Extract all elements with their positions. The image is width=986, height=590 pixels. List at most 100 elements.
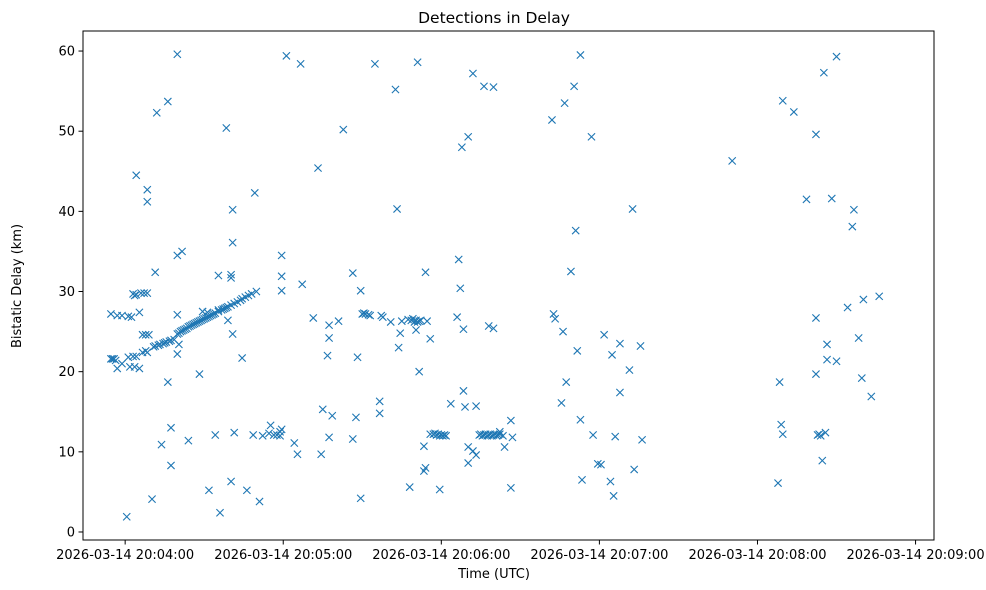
data-point	[848, 222, 857, 231]
data-point	[811, 313, 820, 322]
data-point	[127, 313, 136, 322]
data-point	[419, 442, 428, 451]
data-point	[593, 459, 602, 468]
data-point	[611, 432, 620, 441]
data-point	[370, 59, 379, 68]
data-point	[508, 433, 517, 442]
data-point	[596, 460, 605, 469]
data-point	[615, 388, 624, 397]
data-point	[630, 465, 639, 474]
data-point	[415, 367, 424, 376]
data-point	[152, 108, 161, 117]
data-point	[167, 423, 175, 432]
data-point	[818, 456, 827, 465]
data-point	[141, 330, 150, 339]
data-point	[277, 251, 286, 260]
data-point	[576, 415, 585, 424]
data-point	[173, 251, 182, 260]
data-point	[468, 447, 477, 456]
data-point	[489, 324, 498, 333]
data-point	[118, 359, 126, 368]
data-point	[875, 292, 884, 301]
data-point	[165, 337, 174, 346]
data-point	[813, 431, 822, 439]
data-point	[391, 85, 400, 94]
x-axis-ticks: 2026-03-14 20:04:00 2026-03-14 20:05:00 20…	[56, 540, 985, 563]
plot-area	[83, 31, 934, 540]
data-point	[549, 309, 558, 318]
data-point	[421, 463, 430, 472]
data-point	[551, 314, 560, 323]
data-point	[339, 125, 348, 134]
y-tick-label: 50	[58, 125, 75, 140]
data-point	[204, 486, 213, 495]
plot-frame	[82, 30, 935, 541]
data-point	[173, 350, 182, 359]
data-point	[609, 491, 618, 500]
data-point	[506, 416, 515, 425]
data-point	[228, 205, 237, 214]
y-tick-label: 10	[58, 445, 75, 460]
data-point	[774, 479, 783, 488]
data-point	[859, 295, 868, 304]
data-point	[242, 486, 251, 495]
data-point	[821, 428, 830, 437]
data-point	[238, 354, 247, 363]
data-point	[823, 340, 832, 349]
data-point	[472, 451, 481, 460]
data-point	[250, 188, 259, 197]
data-point	[816, 431, 825, 440]
data-point	[453, 313, 462, 322]
data-point	[498, 431, 507, 440]
data-point	[628, 204, 637, 213]
data-point	[247, 289, 256, 298]
data-point	[547, 115, 556, 124]
data-point	[266, 421, 275, 430]
data-point	[328, 411, 337, 420]
data-point	[446, 399, 455, 408]
data-point	[394, 343, 403, 352]
data-point	[413, 58, 422, 67]
data-point	[129, 352, 138, 361]
data-point	[484, 321, 493, 330]
data-point	[167, 461, 175, 470]
data-point	[325, 334, 334, 342]
data-point	[317, 450, 326, 459]
data-point	[222, 124, 231, 132]
data-point	[124, 312, 133, 321]
data-point	[557, 398, 566, 407]
data-point	[293, 450, 302, 459]
data-point	[396, 329, 405, 338]
data-point	[625, 366, 634, 375]
data-point	[276, 427, 285, 436]
y-tick-label: 20	[58, 365, 75, 380]
data-point	[138, 330, 147, 339]
data-point	[143, 289, 152, 298]
data-point	[827, 194, 836, 203]
data-point	[832, 52, 841, 61]
data-point	[130, 362, 139, 371]
x-tick-label: 2026-03-14 20:06:00	[372, 548, 510, 563]
data-point	[132, 171, 141, 180]
data-point	[608, 350, 617, 359]
data-point	[323, 351, 332, 360]
data-point	[459, 325, 468, 334]
y-axis-label: Bistatic Delay (km)	[10, 224, 25, 348]
data-point	[228, 238, 237, 247]
data-point	[348, 269, 357, 278]
data-point	[167, 336, 175, 345]
data-point	[309, 313, 318, 322]
data-point	[802, 195, 811, 204]
data-point	[130, 291, 139, 300]
x-axis-label: Time (UTC)	[457, 567, 530, 582]
data-point	[228, 330, 237, 338]
data-point	[857, 374, 866, 383]
data-point	[359, 309, 368, 318]
data-point	[457, 143, 466, 152]
data-point	[854, 334, 863, 342]
data-point	[435, 485, 444, 494]
data-point	[366, 311, 375, 320]
data-point	[811, 130, 820, 139]
data-point	[122, 512, 131, 521]
data-point	[356, 286, 365, 295]
